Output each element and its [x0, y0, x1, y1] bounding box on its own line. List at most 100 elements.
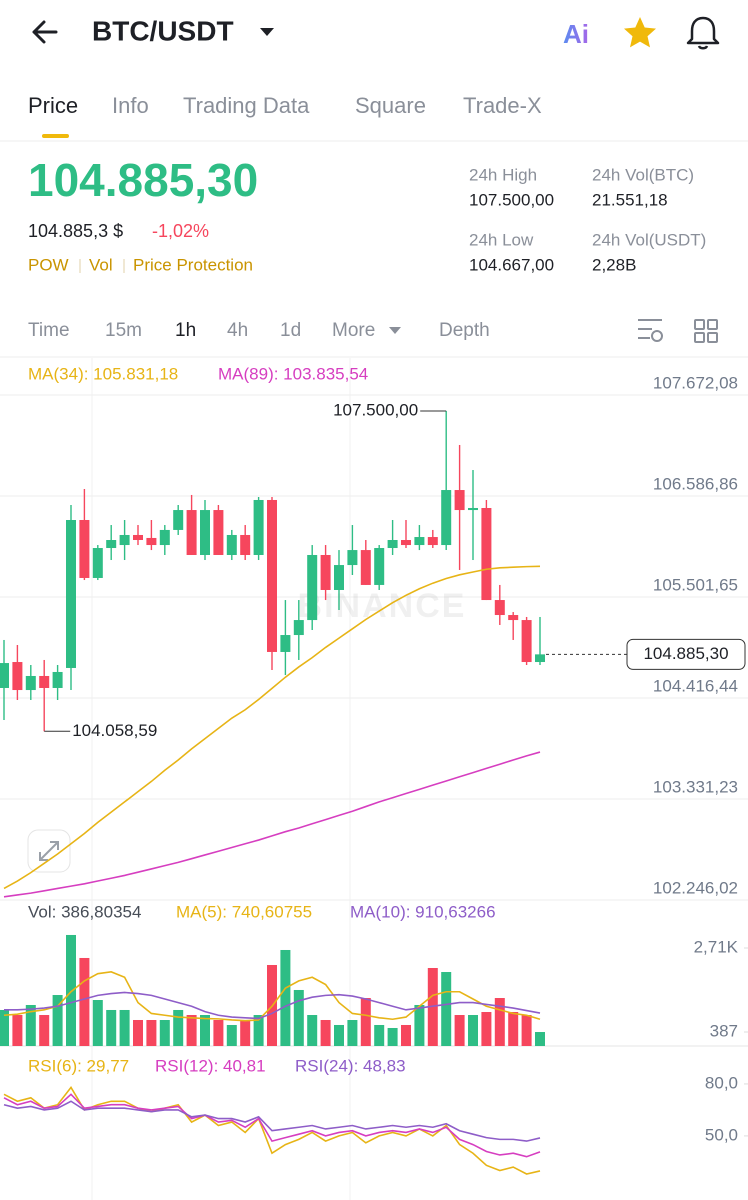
volume-bar [213, 1019, 224, 1046]
volume-bar [468, 1015, 478, 1046]
stat-label: 24h Vol(BTC) [592, 165, 694, 184]
pair-dropdown[interactable] [260, 28, 274, 36]
volume-bar [159, 1019, 170, 1046]
volume-bar [535, 1032, 545, 1046]
candle-body [293, 620, 304, 636]
tag[interactable]: Price Protection [133, 255, 253, 274]
tab[interactable]: Info [112, 93, 149, 118]
y-tick-label: 104.416,44 [653, 676, 738, 695]
volume-bar [25, 1004, 36, 1046]
candle-body [159, 529, 170, 546]
candle-body [320, 554, 331, 590]
volume-bar [521, 1015, 532, 1046]
interval[interactable]: Time [28, 320, 70, 341]
candle-body [347, 550, 358, 566]
volume-ma [3, 971, 541, 1022]
candle-body [441, 490, 452, 546]
tab[interactable]: Trade-X [463, 93, 542, 118]
volume-bar [240, 1019, 251, 1046]
y-tick-label: 107.672,08 [653, 373, 738, 392]
y-tick-label: 387 [710, 1021, 738, 1040]
y-tick-label: 106.586,86 [653, 474, 738, 493]
volume-bar [387, 1027, 398, 1046]
volume-bar [280, 949, 291, 1046]
volume-bar [307, 1015, 318, 1046]
candle-body [280, 635, 291, 652]
tab-active[interactable]: Price [28, 93, 78, 118]
candle-body [92, 548, 103, 578]
current-price-box [626, 638, 746, 670]
tab-indicator [42, 134, 69, 138]
annotation-label: 104.058,59 [72, 721, 157, 740]
interval-more[interactable]: More [332, 320, 375, 341]
rsi-line [3, 1100, 541, 1142]
layout-button[interactable] [694, 319, 718, 343]
stat-value: 2,28B [592, 255, 636, 274]
indicator-settings[interactable] [638, 319, 663, 342]
volume-bar [186, 1015, 197, 1046]
more-dropdown[interactable] [389, 327, 401, 334]
volume-bar [146, 1019, 157, 1046]
candle-body [494, 600, 505, 616]
volume-bar [441, 972, 452, 1046]
y-tick-label: 105.501,65 [653, 575, 738, 594]
candle-body [12, 662, 23, 691]
tab[interactable]: Square [355, 93, 426, 118]
volume-bar [39, 1015, 50, 1046]
y-tick-label: 80,0 [705, 1073, 738, 1092]
rsi-legend: RSI(24): 48,83 [295, 1056, 406, 1075]
annotation-label: 107.500,00 [333, 400, 418, 419]
volume-bar [481, 1012, 492, 1046]
fullscreen-button[interactable] [27, 829, 71, 873]
interval[interactable]: 4h [227, 320, 248, 341]
candle-body [481, 507, 492, 601]
volume-bar [133, 1019, 143, 1046]
depth-tab[interactable]: Depth [439, 320, 490, 341]
candle-body [226, 534, 237, 555]
volume-bar [494, 998, 505, 1046]
ma-legend: MA(34): 105.831,18 [28, 364, 178, 383]
ma-legend: MA(5): 740,60755 [176, 902, 312, 921]
volume-bar [66, 934, 76, 1046]
candle-body [186, 510, 197, 555]
volume-ma [4, 991, 541, 1020]
favorite-star[interactable] [624, 17, 656, 48]
rsi-legend: RSI(12): 40,81 [155, 1056, 266, 1075]
candle-body [387, 540, 398, 549]
candle-body [173, 510, 184, 530]
candle-body [360, 550, 371, 585]
volume-bar [106, 1009, 117, 1046]
tag[interactable]: POW [28, 255, 69, 274]
stat-label: 24h Low [469, 230, 534, 249]
candle-body [240, 534, 251, 555]
back-button[interactable] [32, 20, 58, 44]
candle-body [146, 537, 157, 546]
candle-body [427, 537, 438, 546]
tab[interactable]: Trading Data [183, 93, 310, 118]
volume-bar [0, 1009, 9, 1046]
candle-body [521, 620, 532, 663]
stat-value: 21.551,18 [592, 190, 668, 209]
interval-active[interactable]: 1h [175, 320, 196, 341]
volume-bar [119, 1009, 130, 1046]
candle-body [267, 499, 277, 652]
pair-title[interactable]: BTC/USDT [92, 15, 234, 46]
candle-body [253, 499, 264, 555]
volume-bar [253, 1015, 264, 1046]
volume-bar [173, 1009, 184, 1046]
moving-average [3, 751, 541, 898]
volume-bar [320, 1019, 331, 1046]
candle-body [468, 507, 478, 511]
candle-body [334, 565, 344, 590]
interval[interactable]: 15m [105, 320, 142, 341]
ai-button[interactable]: Ai [563, 19, 589, 49]
notification-bell[interactable] [686, 16, 720, 50]
interval[interactable]: 1d [280, 320, 301, 341]
last-price: 104.885,30 [28, 154, 258, 206]
tag[interactable]: Vol [89, 255, 113, 274]
ma-legend: MA(89): 103.835,54 [218, 364, 368, 383]
candle-body [401, 540, 411, 546]
candle-body [106, 540, 117, 549]
volume-bar [200, 1015, 210, 1046]
volume-legend: Vol: 386,80354 [28, 902, 141, 921]
